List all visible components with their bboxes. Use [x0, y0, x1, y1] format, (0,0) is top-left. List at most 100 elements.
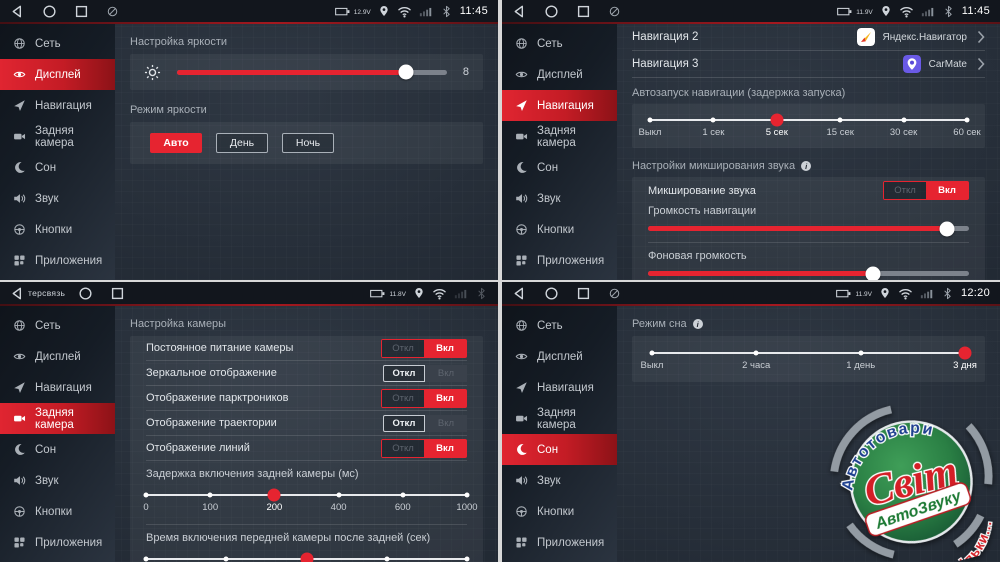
sidebar-item-buttons[interactable]: Кнопки: [0, 496, 115, 527]
signal-icon: [921, 4, 935, 18]
autostart-title: Автозапуск навигации (задержка запуска): [632, 87, 846, 99]
mixing-toggle[interactable]: Откл Вкл: [883, 181, 969, 200]
sidebar-item-rear-camera[interactable]: Задняя камера: [0, 403, 115, 434]
sidebar-item-buttons[interactable]: Кнопки: [502, 214, 617, 245]
sidebar-item-buttons[interactable]: Кнопки: [0, 214, 115, 245]
autostart-panel: Выкл 1 сек 5 сек 15 сек 30 сек 60 сек: [632, 104, 985, 148]
nav3-row[interactable]: Навигация 3 CarMate: [632, 51, 985, 78]
sidebar-item-sleep[interactable]: Сон: [0, 434, 115, 465]
sidebar-item-label: Сеть: [35, 37, 61, 50]
sound-icon: [13, 192, 26, 205]
bluetooth-icon: [942, 5, 955, 18]
sidebar-item-rear-camera[interactable]: Задняя камера: [502, 121, 617, 152]
clock: 11:45: [459, 5, 488, 17]
sidebar-item-network[interactable]: Сеть: [0, 310, 115, 341]
network-icon: [13, 319, 26, 332]
sidebar-item-label: Навигация: [35, 99, 92, 112]
brightness-slider[interactable]: [177, 64, 447, 80]
wifi-icon: [432, 286, 447, 301]
sleep-mode-slider[interactable]: Выкл 2 часа 1 день 3 дня: [641, 344, 977, 376]
sidebar-item-rear-camera[interactable]: Задняя камера: [502, 403, 617, 434]
mode-day-button[interactable]: День: [216, 133, 268, 153]
brightness-section-title: Настройка яркости: [130, 36, 228, 48]
sidebar-item-sound[interactable]: Звук: [0, 183, 115, 214]
slider-thumb[interactable]: [398, 64, 414, 80]
home-icon[interactable]: [544, 286, 559, 301]
sidebar-item-apps[interactable]: Приложения: [502, 245, 617, 276]
slider-thumb[interactable]: [770, 113, 784, 127]
parktronic-toggle[interactable]: Откл Вкл: [381, 388, 467, 408]
recents-icon[interactable]: [576, 286, 591, 301]
home-icon[interactable]: [78, 286, 93, 301]
trajectory-toggle[interactable]: Откл Вкл: [383, 414, 467, 432]
sidebar-item-navigation[interactable]: Навигация: [0, 372, 115, 403]
back-icon[interactable]: [512, 4, 527, 19]
slider-thumb[interactable]: [267, 488, 281, 502]
status-bar: 11.9V 11:45: [502, 0, 1000, 22]
brightness-mode-panel: Авто День Ночь: [130, 122, 483, 164]
sidebar-item-sound[interactable]: Звук: [502, 183, 617, 214]
camera-toggle-row: Постоянное питание камеры Откл Вкл: [146, 336, 467, 361]
mute-icon[interactable]: [106, 5, 119, 18]
sidebar-item-network[interactable]: Сеть: [0, 28, 115, 59]
sidebar-item-apps[interactable]: Приложения: [502, 527, 617, 558]
back-icon[interactable]: [10, 286, 25, 301]
navigation-icon: [13, 381, 26, 394]
bluetooth-icon: [440, 5, 453, 18]
sidebar-item-rear-camera[interactable]: Задняя камера: [0, 121, 115, 152]
sidebar-item-apps[interactable]: Приложения: [0, 245, 115, 276]
sidebar-item-buttons[interactable]: Кнопки: [502, 496, 617, 527]
recents-icon[interactable]: [74, 4, 89, 19]
nav-volume-slider[interactable]: [648, 221, 969, 236]
home-icon[interactable]: [544, 4, 559, 19]
sidebar-item-navigation[interactable]: Навигация: [502, 90, 617, 121]
recents-icon[interactable]: [110, 286, 125, 301]
sidebar-item-sleep[interactable]: Сон: [502, 152, 617, 183]
sidebar-item-sleep[interactable]: Сон: [502, 434, 617, 465]
slider-thumb[interactable]: [300, 552, 313, 562]
slider-thumb[interactable]: [958, 346, 972, 360]
mirror-toggle[interactable]: Откл Вкл: [383, 364, 467, 382]
slider-thumb[interactable]: [865, 266, 881, 280]
autostart-slider[interactable]: Выкл 1 сек 5 сек 15 сек 30 сек 60 сек: [639, 111, 981, 143]
settings-sidebar: Сеть Дисплей Навигация Задняя камера Сон…: [502, 24, 617, 280]
back-icon[interactable]: [512, 286, 527, 301]
sidebar-item-label: Кнопки: [35, 223, 73, 236]
camera-power-toggle[interactable]: Откл Вкл: [381, 338, 467, 358]
mode-night-button[interactable]: Ночь: [282, 133, 334, 153]
mute-icon[interactable]: [608, 5, 621, 18]
sidebar-item-display[interactable]: Дисплей: [502, 59, 617, 90]
info-icon[interactable]: i: [692, 319, 703, 329]
sidebar-item-network[interactable]: Сеть: [502, 310, 617, 341]
sidebar-item-sleep[interactable]: Сон: [0, 152, 115, 183]
home-icon[interactable]: [42, 4, 57, 19]
sidebar-item-label: Звук: [537, 192, 561, 205]
sleep-mode-panel: Выкл 2 часа 1 день 3 дня: [632, 336, 985, 382]
slider-thumb[interactable]: [939, 221, 955, 236]
sidebar-item-label: Приложения: [35, 536, 103, 549]
bg-volume-slider[interactable]: [648, 266, 969, 280]
mute-icon[interactable]: [608, 287, 621, 300]
nav2-row[interactable]: Навигация 2 Яндекс.Навигатор: [632, 24, 985, 51]
recents-icon[interactable]: [576, 4, 591, 19]
sidebar-item-display[interactable]: Дисплей: [502, 341, 617, 372]
sidebar-item-label: Дисплей: [35, 350, 81, 363]
nav3-label: Навигация 3: [632, 58, 699, 70]
lines-toggle[interactable]: Откл Вкл: [381, 438, 467, 458]
sidebar-item-label: Сеть: [537, 37, 563, 50]
info-icon[interactable]: i: [801, 161, 812, 171]
rear-camera-icon: [515, 130, 528, 143]
sidebar-item-sound[interactable]: Звук: [0, 465, 115, 496]
mode-auto-button[interactable]: Авто: [150, 133, 202, 153]
sidebar-item-display[interactable]: Дисплей: [0, 341, 115, 372]
sidebar-item-navigation[interactable]: Навигация: [502, 372, 617, 403]
back-icon[interactable]: [10, 4, 25, 19]
sidebar-item-sound[interactable]: Звук: [502, 465, 617, 496]
front-time-slider[interactable]: Выкл 10 15 20 60: [143, 550, 470, 562]
sidebar-item-navigation[interactable]: Навигация: [0, 90, 115, 121]
delay-slider[interactable]: 0 100 200 400 600 1000: [143, 486, 478, 518]
sidebar-item-display[interactable]: Дисплей: [0, 59, 115, 90]
sidebar-item-apps[interactable]: Приложения: [0, 527, 115, 558]
settings-sidebar: Сеть Дисплей Навигация Задняя камера Сон…: [0, 24, 115, 280]
sidebar-item-network[interactable]: Сеть: [502, 28, 617, 59]
